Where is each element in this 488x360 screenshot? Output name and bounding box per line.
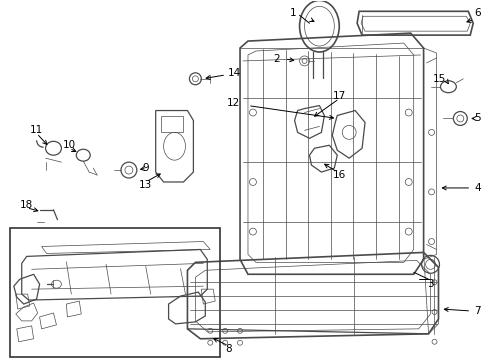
Text: 8: 8 bbox=[224, 344, 231, 354]
Text: 17: 17 bbox=[332, 91, 345, 101]
Text: 6: 6 bbox=[473, 8, 480, 18]
Text: 7: 7 bbox=[473, 306, 480, 316]
Text: 3: 3 bbox=[427, 279, 433, 289]
Text: 15: 15 bbox=[432, 74, 446, 84]
Text: 16: 16 bbox=[332, 170, 345, 180]
Text: 2: 2 bbox=[272, 54, 279, 64]
Text: 18: 18 bbox=[20, 200, 33, 210]
Text: 10: 10 bbox=[62, 140, 76, 150]
Text: 4: 4 bbox=[473, 183, 480, 193]
Text: 9: 9 bbox=[142, 163, 148, 173]
Text: 13: 13 bbox=[139, 180, 152, 190]
Text: 1: 1 bbox=[289, 8, 296, 18]
Text: 5: 5 bbox=[473, 113, 480, 123]
Text: 11: 11 bbox=[30, 125, 43, 135]
Text: 14: 14 bbox=[228, 68, 241, 78]
Text: 12: 12 bbox=[226, 98, 240, 108]
